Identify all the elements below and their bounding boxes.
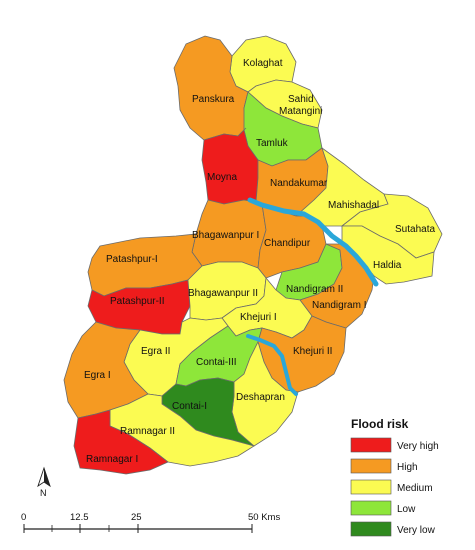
region-mahishadal[interactable] <box>294 146 389 227</box>
label-contai-iii: Contai-III <box>196 357 237 368</box>
legend-swatch-high <box>350 458 392 474</box>
legend-item-low: Low <box>350 500 416 516</box>
label-bhagawanpur-i: Bhagawanpur I <box>192 230 259 241</box>
legend-item-high: High <box>350 458 418 474</box>
legend-title: Flood risk <box>351 417 409 431</box>
label-contai-i: Contai-I <box>172 401 207 412</box>
label-ramnagar-ii: Ramnagar II <box>120 426 175 437</box>
label-nandigram-i: Nandigram I <box>312 300 366 311</box>
label-bhagawanpur-ii: Bhagawanpur II <box>188 288 258 299</box>
label-moyna: Moyna <box>207 172 237 183</box>
region-ramnagar-i[interactable] <box>73 409 169 475</box>
legend-swatch-very-high <box>350 437 392 453</box>
label-nandakumar: Nandakumar <box>270 178 328 189</box>
north-arrow: N <box>37 466 51 498</box>
label-haldia: Haldia <box>373 260 402 271</box>
legend-label-very-high: Very high <box>397 441 439 452</box>
river-rasulpur <box>246 334 298 396</box>
label-patashpur-i: Patashpur-I <box>106 254 158 265</box>
label-kolaghat: Kolaghat <box>243 58 283 69</box>
scale-tick-25: 25 <box>131 512 142 523</box>
label-matangini: Matangini <box>279 106 322 117</box>
label-deshapran: Deshapran <box>236 392 285 403</box>
label-ramnagar-i: Ramnagar I <box>86 454 138 465</box>
label-khejuri-ii: Khejuri II <box>293 346 332 357</box>
north-label: N <box>40 488 47 498</box>
legend-swatch-medium <box>350 479 392 495</box>
label-mahishadal: Mahishadal <box>328 200 379 211</box>
scale-tick-0: 0 <box>21 512 26 523</box>
scale-tick-50-kms: 50 Kms <box>248 512 280 523</box>
label-khejuri-i: Khejuri I <box>240 312 277 323</box>
label-chandipur: Chandipur <box>264 238 311 249</box>
label-sutahata: Sutahata <box>395 224 435 235</box>
legend-label-medium: Medium <box>397 483 433 494</box>
label-sahid: Sahid <box>288 94 314 105</box>
label-egra-i: Egra I <box>84 370 111 381</box>
label-tamluk: Tamluk <box>256 138 289 149</box>
legend-swatch-low <box>350 500 392 516</box>
legend-label-high: High <box>397 462 418 473</box>
legend-label-low: Low <box>397 504 416 515</box>
river-rupnarayan <box>247 197 379 287</box>
scale-tick-12-5: 12.5 <box>70 512 89 523</box>
legend-item-medium: Medium <box>350 479 433 495</box>
regions-layer <box>63 35 443 475</box>
label-nandigram-ii: Nandigram II <box>286 284 343 295</box>
legend-item-very-high: Very high <box>350 437 439 453</box>
legend: Flood risk Very high High Medium Low Ver… <box>350 417 439 537</box>
label-panskura: Panskura <box>192 94 235 105</box>
label-patashpur-ii: Patashpur-II <box>110 296 164 307</box>
river-layer <box>246 197 379 396</box>
label-egra-ii: Egra II <box>141 346 170 357</box>
region-labels: Kolaghat Panskura Sahid Matangini Tamluk… <box>84 58 435 465</box>
legend-swatch-very-low <box>350 521 392 537</box>
legend-item-very-low: Very low <box>350 521 436 537</box>
scale-bar: 0 12.5 25 50 Kms <box>21 512 280 533</box>
legend-label-very-low: Very low <box>397 525 436 536</box>
